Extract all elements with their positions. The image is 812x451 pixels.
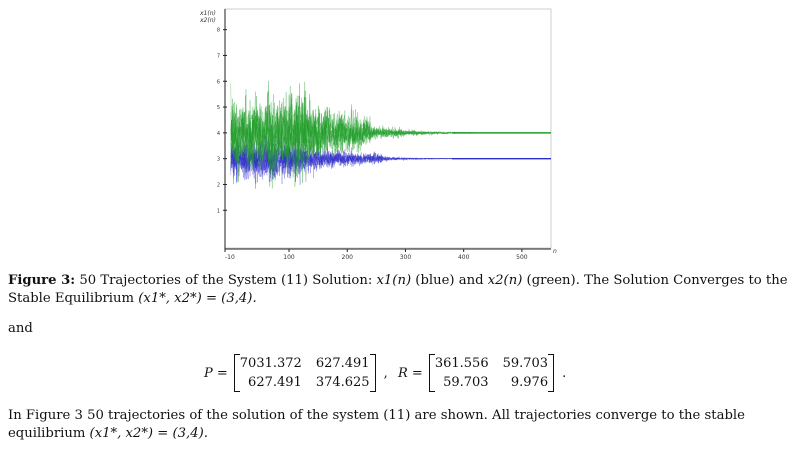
caption-x1: x1(n) xyxy=(376,273,412,288)
y-ticks: 1 2 3 4 5 6 7 8 xyxy=(217,28,227,214)
y-tick-label: 6 xyxy=(217,79,220,85)
body-paragraph: In Figure 3 50 trajectories of the solut… xyxy=(8,407,804,443)
matrix-r-block: R = 361.556 59.703 59.703 9.976 . xyxy=(398,349,566,397)
y-tick-label: 8 xyxy=(217,28,220,34)
matrix-r-label: R = xyxy=(398,365,423,381)
y-tick-label: 1 xyxy=(217,208,220,214)
x-tick-label: 500 xyxy=(516,254,528,261)
x-ticks: -10 100 200 300 400 500 xyxy=(224,249,528,261)
y-tick-label: 4 xyxy=(217,131,220,137)
matrix-p-cell: 374.625 xyxy=(315,375,370,390)
x-tick-label: 200 xyxy=(342,254,354,261)
matrix-r-cell: 9.976 xyxy=(510,375,549,390)
caption-text-3: (green). The Solution Converges to the S… xyxy=(8,273,788,306)
matrix-p-cell: 627.491 xyxy=(248,375,302,390)
x-tick-label: 100 xyxy=(283,254,295,261)
matrix-r-cell: 59.703 xyxy=(502,356,549,371)
figure-label: Figure 3: xyxy=(8,273,76,288)
caption-text-2: (blue) and xyxy=(411,273,488,288)
x-axis-end-label: n xyxy=(553,248,557,255)
y-axis-label-x2: x2(n) xyxy=(199,17,216,24)
matrix-p-cell: 7031.372 xyxy=(239,356,302,371)
matrix-p-cell: 627.491 xyxy=(315,356,370,371)
matrix-r-cell: 59.703 xyxy=(443,375,489,390)
y-tick-label: 5 xyxy=(217,105,220,111)
matrix-p-punct: , xyxy=(383,365,388,381)
y-tick-label: 2 xyxy=(217,182,220,188)
y-tick-label: 3 xyxy=(217,157,220,163)
matrix-r-punct: . xyxy=(562,365,567,381)
paragraph-equilibrium: (x1*, x2*) = (3,4). xyxy=(89,426,208,441)
y-tick-label: 7 xyxy=(217,53,220,59)
matrix-p-block: P = 7031.372 627.491 627.491 374.625 , xyxy=(204,349,388,397)
figure-caption: Figure 3: 50 Trajectories of the System … xyxy=(8,272,804,308)
x-tick-label: 400 xyxy=(458,254,470,261)
caption-x2: x2(n) xyxy=(487,273,523,288)
x-tick-label: -10 xyxy=(225,254,235,261)
matrix-r-cell: 361.556 xyxy=(434,356,489,371)
x-tick-label: 300 xyxy=(400,254,412,261)
and-text: and xyxy=(8,321,33,336)
caption-equilibrium: (x1*, x2*) = (3,4). xyxy=(138,291,257,306)
paragraph-text-1: In Figure 3 50 trajectories of the solut… xyxy=(8,408,745,441)
y-axis-label-x1: x1(n) xyxy=(199,10,216,17)
matrix-p: 7031.372 627.491 627.491 374.625 xyxy=(233,354,376,392)
matrix-p-label: P = xyxy=(204,365,228,381)
matrix-r: 361.556 59.703 59.703 9.976 xyxy=(428,354,555,392)
caption-text-1: 50 Trajectories of the System (11) Solut… xyxy=(75,273,377,288)
